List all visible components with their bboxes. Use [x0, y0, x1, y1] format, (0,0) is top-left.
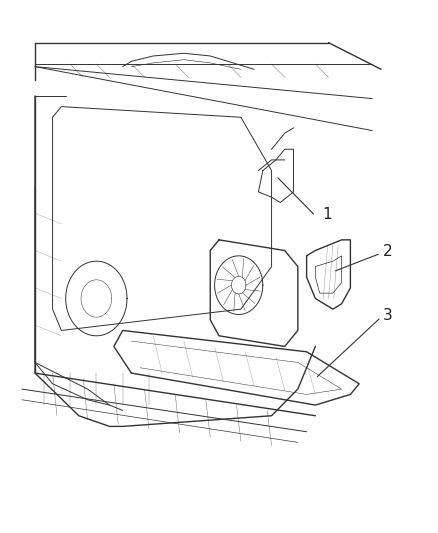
Text: 2: 2	[383, 244, 393, 259]
Text: 1: 1	[322, 207, 332, 222]
Text: 3: 3	[383, 308, 393, 323]
